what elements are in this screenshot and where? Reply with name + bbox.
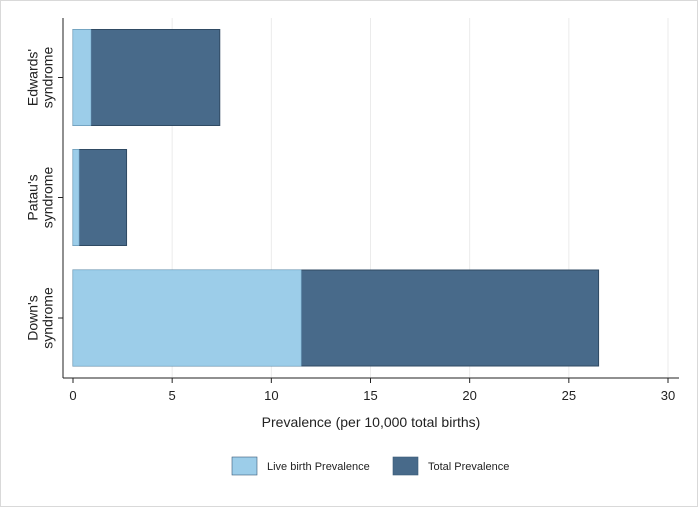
bar-live-birth-prevalence bbox=[72, 149, 80, 246]
y-category-label: Patau's syndrome bbox=[25, 167, 56, 229]
legend-swatch bbox=[392, 456, 419, 476]
y-category-label-line: syndrome bbox=[40, 167, 56, 229]
x-axis-title: Prevalence (per 10,000 total births) bbox=[262, 414, 481, 430]
x-tick-label: 25 bbox=[562, 388, 576, 403]
y-category-label: Edwards' syndrome bbox=[25, 47, 56, 109]
y-category-label: Down's syndrome bbox=[25, 287, 56, 349]
y-category-label-line: Edwards' bbox=[25, 49, 41, 106]
y-category-label-line: syndrome bbox=[40, 47, 56, 109]
bar-live-birth-prevalence bbox=[72, 269, 302, 367]
legend-label: Live birth Prevalence bbox=[267, 461, 370, 473]
legend-swatch bbox=[231, 456, 258, 476]
x-tick-label: 30 bbox=[661, 388, 675, 403]
y-category-label-line: Down's bbox=[25, 295, 41, 340]
x-ticks: 0 5 10 15 20 25 30 bbox=[69, 378, 675, 403]
x-tick-label: 10 bbox=[264, 388, 278, 403]
x-tick-label: 15 bbox=[363, 388, 377, 403]
y-category-label-line: syndrome bbox=[40, 287, 56, 349]
y-category-label-line: Patau's bbox=[25, 174, 41, 220]
bar-total-prevalence bbox=[72, 149, 128, 246]
bar-total-prevalence bbox=[72, 29, 221, 126]
bar-live-birth-prevalence bbox=[72, 29, 92, 126]
legend-label: Total Prevalence bbox=[428, 461, 509, 473]
x-tick-label: 5 bbox=[169, 388, 176, 403]
x-tick-label: 20 bbox=[462, 388, 476, 403]
x-tick-label: 0 bbox=[69, 388, 76, 403]
bars bbox=[72, 29, 600, 367]
legend: Live birth Prevalence Total Prevalence bbox=[231, 456, 509, 476]
